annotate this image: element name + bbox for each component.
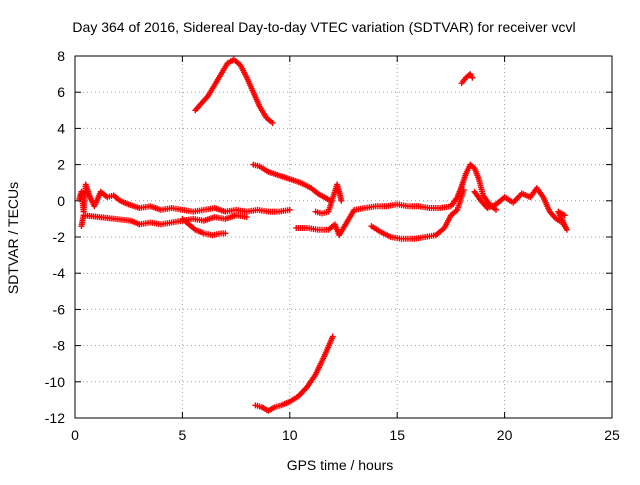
series-top-arc [192, 56, 276, 126]
plot-frame [74, 55, 613, 419]
series-lower-arc-mid [368, 186, 467, 242]
y-tick-label: 8 [57, 48, 65, 64]
x-tick-label: 25 [604, 427, 620, 443]
y-tick-label: 0 [57, 193, 65, 209]
y-tick-label: -12 [45, 410, 65, 426]
series-mid-spikes [312, 181, 345, 217]
y-tick-label: -6 [53, 301, 66, 317]
series-small-top-cluster [458, 71, 476, 87]
series-lower-arc-early [179, 215, 229, 239]
grid-layer [75, 56, 612, 418]
x-tick-label: 20 [497, 427, 513, 443]
data-point [243, 214, 250, 221]
y-axis-label: SDTVAR / TECUs [5, 182, 21, 294]
y-tick-label: -4 [53, 265, 66, 281]
series-mid-band [293, 161, 500, 239]
tick-layer: 0 5 10 15 20 25 -12 -10 -8 -6 -4 -2 0 2 4 6 8 [45, 48, 620, 443]
series-bottom-arc [252, 333, 336, 414]
y-tick-label: -8 [53, 338, 66, 354]
series-late-band [471, 185, 570, 233]
x-tick-label: 15 [389, 427, 405, 443]
data-point [460, 186, 467, 193]
data-point [222, 230, 229, 237]
series-lower-band-early [78, 212, 250, 230]
x-axis-label: GPS time / hours [287, 457, 394, 473]
x-tick-label: 0 [71, 427, 79, 443]
series-descending-segment [250, 161, 334, 204]
series-main-band [76, 181, 293, 215]
data-point [561, 212, 568, 219]
data-point [286, 206, 293, 213]
data-point [329, 333, 336, 340]
y-tick-label: 6 [57, 84, 65, 100]
y-tick-label: 4 [57, 120, 65, 136]
data-layer [76, 56, 570, 414]
data-point [338, 197, 345, 204]
y-tick-label: -2 [53, 229, 66, 245]
x-tick-label: 5 [179, 427, 187, 443]
data-point [493, 206, 500, 213]
y-tick-label: -10 [45, 374, 65, 390]
y-tick-label: 2 [57, 157, 65, 173]
x-tick-label: 10 [282, 427, 298, 443]
data-point [469, 74, 476, 81]
chart-title: Day 364 of 2016, Sidereal Day-to-day VTE… [72, 19, 575, 35]
data-point [269, 119, 276, 126]
